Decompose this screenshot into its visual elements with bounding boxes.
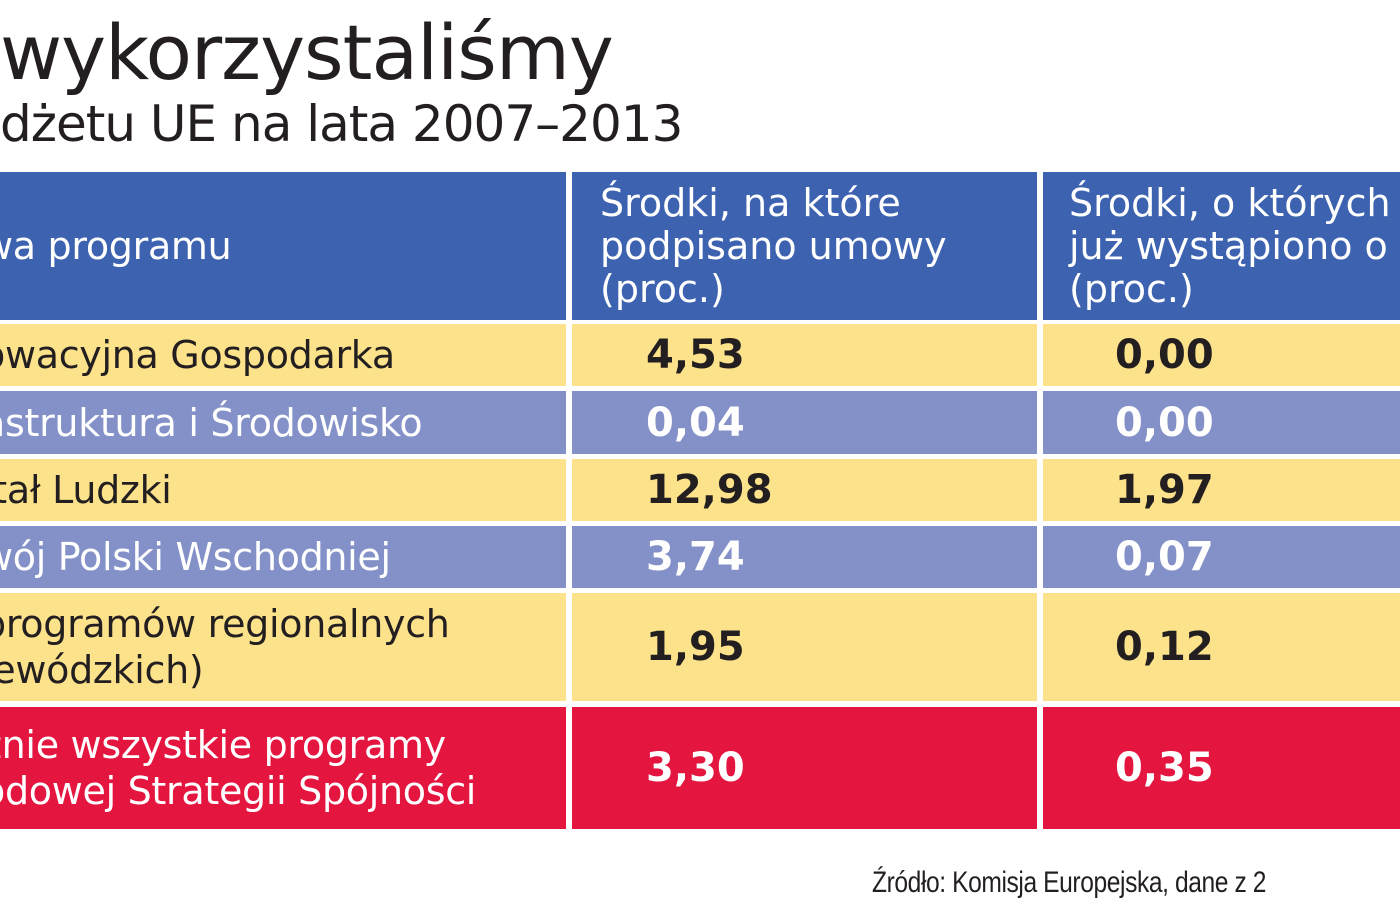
chart-title: wykorzystaliśmy (0, 8, 614, 97)
program-name-cell: owacyjna Gospodarka (0, 324, 566, 386)
signed-cell: 4,53 (572, 324, 1037, 386)
program-name: itał Ludzki (0, 468, 172, 512)
header-program-name: wa programu (0, 172, 566, 320)
program-name-cell: itał Ludzki (0, 459, 566, 521)
data-table: wa programu Środki, na które podpisano u… (0, 172, 1400, 829)
program-name-cell: astruktura i Środowisko (0, 391, 566, 454)
program-name-cell: wój Polski Wschodniej (0, 526, 566, 588)
table-row: owacyjna Gospodarka 4,53 0,00 (0, 324, 1400, 386)
requested-cell: 0,07 (1043, 526, 1400, 588)
program-name: wój Polski Wschodniej (0, 535, 391, 579)
table-row: itał Ludzki 12,98 1,97 (0, 459, 1400, 521)
program-name-cell: programów regionalnych jewódzkich) (0, 593, 566, 701)
signed-value: 3,74 (646, 534, 745, 580)
chart-subtitle: dżetu UE na lata 2007–2013 (0, 95, 683, 153)
signed-value: 1,95 (646, 624, 745, 670)
signed-cell: 3,74 (572, 526, 1037, 588)
header-signed: Środki, na które podpisano umowy (proc.) (572, 172, 1037, 320)
program-name: owacyjna Gospodarka (0, 333, 395, 377)
signed-value: 0,04 (646, 399, 745, 446)
requested-cell: 0,12 (1043, 593, 1400, 701)
program-name: programów regionalnych jewódzkich) (0, 602, 450, 692)
table-header-row: wa programu Środki, na które podpisano u… (0, 172, 1400, 320)
signed-cell: 12,98 (572, 459, 1037, 521)
signed-cell: 3,30 (572, 707, 1037, 829)
requested-value: 1,97 (1115, 467, 1214, 513)
table-row: programów regionalnych jewódzkich) 1,95 … (0, 593, 1400, 701)
signed-value: 4,53 (646, 332, 745, 378)
table-row: wój Polski Wschodniej 3,74 0,07 (0, 526, 1400, 588)
header-requested: Środki, o których już wystąpiono o (proc… (1043, 172, 1400, 320)
requested-value: 0,12 (1115, 624, 1214, 670)
header-program-label: wa programu (0, 224, 232, 268)
program-name-cell: znie wszystkie programy odowej Strategii… (0, 707, 566, 829)
requested-value: 0,35 (1115, 745, 1214, 791)
requested-value: 0,07 (1115, 534, 1214, 580)
requested-value: 0,00 (1115, 332, 1214, 378)
requested-cell: 0,00 (1043, 391, 1400, 454)
signed-value: 12,98 (646, 467, 773, 513)
program-name: znie wszystkie programy odowej Strategii… (0, 723, 477, 813)
requested-cell: 1,97 (1043, 459, 1400, 521)
program-name: astruktura i Środowisko (0, 400, 423, 445)
signed-value: 3,30 (646, 745, 745, 791)
signed-cell: 0,04 (572, 391, 1037, 454)
table-row: astruktura i Środowisko 0,04 0,00 (0, 391, 1400, 454)
signed-cell: 1,95 (572, 593, 1037, 701)
requested-cell: 0,35 (1043, 707, 1400, 829)
requested-cell: 0,00 (1043, 324, 1400, 386)
table-row-total: znie wszystkie programy odowej Strategii… (0, 707, 1400, 829)
requested-value: 0,00 (1115, 399, 1214, 446)
source-note: Źródło: Komisja Europejska, dane z 2 (872, 866, 1267, 899)
